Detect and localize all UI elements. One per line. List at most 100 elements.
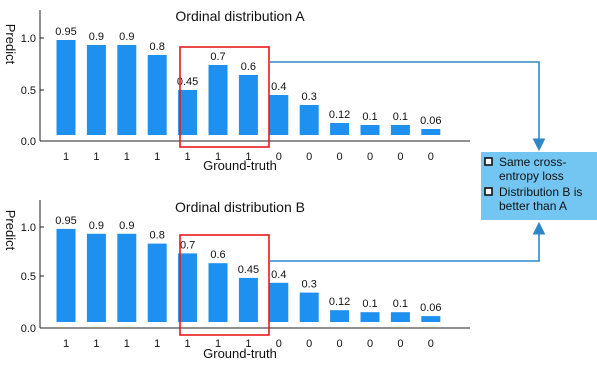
chart-a-marks: 0.0 0.5 1.0 0.95 1 0.9 1 0.9 1 0.8 1 0.45 1 0.7 1 0.6 1 0…	[21, 26, 442, 163]
chart-a-bar-label: 0.95	[55, 26, 76, 38]
chart-a-xtick-label: 0	[367, 151, 373, 163]
chart-a-highlight-box	[179, 46, 270, 148]
chart-a-bar	[269, 95, 289, 135]
chart-b-xtick-label: 0	[367, 338, 373, 350]
chart-b-bar-label: 0.06	[420, 302, 441, 314]
note-background	[481, 152, 597, 220]
chart-b-xtick-label: 1	[63, 338, 69, 350]
chart-a-bar-label: 0.1	[362, 111, 377, 123]
chart-b-highlight-box	[179, 234, 270, 336]
chart-a-xtick-label: 1	[154, 151, 160, 163]
chart-b-bar	[421, 316, 441, 322]
note-bullet-1	[484, 157, 493, 166]
chart-a-xlabel: Ground-truth	[203, 158, 277, 173]
chart-a-bar	[208, 65, 228, 135]
chart-b-bar	[178, 253, 198, 322]
chart-b-bar-label: 0.45	[238, 264, 259, 276]
chart-a-bar	[390, 125, 410, 135]
chart-a-bar	[86, 45, 106, 135]
chart-b-bar-label: 0.12	[329, 296, 350, 308]
chart-a-bar	[178, 90, 198, 135]
chart-b-xtick-label: 1	[245, 338, 251, 350]
chart-b-ylabel: Predict	[3, 210, 18, 251]
chart-a-xtick-label: 1	[124, 151, 130, 163]
chart-b-bar	[147, 243, 167, 322]
chart-b-bar-label: 0.9	[89, 220, 104, 232]
chart-a-bar-label: 0.12	[329, 109, 350, 121]
chart-b-bar-label: 0.95	[55, 215, 76, 227]
note-line-1a: Same cross-	[499, 155, 566, 169]
chart-a-bar	[147, 55, 167, 135]
chart-b-bar	[360, 312, 380, 322]
chart-a-xtick-label: 0	[397, 151, 403, 163]
chart-a-xtick-label: 1	[63, 151, 69, 163]
chart-b-bar-label: 0.1	[393, 298, 408, 310]
chart-a-xtick-label: 0	[428, 151, 434, 163]
chart-a-xtick-label: 0	[337, 151, 343, 163]
chart-a-bar	[117, 45, 137, 135]
chart-a-bar	[330, 123, 350, 135]
chart-b-xtick-label: 1	[215, 338, 221, 350]
chart-a-bar-label: 0.9	[119, 31, 134, 43]
chart-a-ytick-label: 1.0	[21, 33, 36, 45]
chart-a-xtick-label: 0	[276, 151, 282, 163]
chart-b-xtick-label: 1	[124, 338, 130, 350]
chart-a-bar-label: 0.6	[241, 61, 256, 73]
chart-b-xtick-label: 1	[185, 338, 191, 350]
chart-a-title: Ordinal distribution A	[175, 8, 305, 24]
chart-a-xtick-label: 0	[306, 151, 312, 163]
chart-b-xtick-label: 1	[154, 338, 160, 350]
chart-b-bar-label: 0.1	[362, 298, 377, 310]
chart-b-bar	[299, 292, 319, 322]
chart-b-ytick-label: 0.0	[21, 323, 36, 335]
connector-arrow-b	[269, 221, 546, 262]
chart-b-xtick-label: 1	[93, 338, 99, 350]
chart-b-xtick-label: 0	[397, 338, 403, 350]
chart-b-marks: 0.0 0.5 1.0 0.95 1 0.9 1 0.9 1 0.8 1 0.7 1 0.6 1 0.45 1 0…	[21, 215, 442, 350]
chart-b: Ordinal distribution B Predict Ground-tr…	[3, 199, 470, 361]
chart-b-bar	[86, 233, 106, 322]
chart-b-ytick-label: 1.0	[21, 222, 36, 234]
chart-b-xtick-label: 0	[428, 338, 434, 350]
chart-b-bar	[330, 310, 350, 322]
chart-a-bar-label: 0.3	[302, 91, 317, 103]
chart-a-bar-label: 0.7	[210, 51, 225, 63]
chart-b-xlabel: Ground-truth	[203, 346, 277, 361]
chart-b-bar	[390, 312, 410, 322]
chart-a-bar	[360, 125, 380, 135]
chart-b-xtick-label: 0	[306, 338, 312, 350]
chart-a-xtick-label: 1	[185, 151, 191, 163]
chart-b-bar	[56, 228, 76, 322]
chart-b-bar-label: 0.8	[150, 230, 165, 242]
chart-a-bar-label: 0.9	[89, 31, 104, 43]
chart-a: Ordinal distribution A Predict Ground-tr…	[3, 8, 470, 173]
chart-b-bar-label: 0.6	[210, 249, 225, 261]
chart-b-title: Ordinal distribution B	[175, 199, 305, 215]
chart-a-ylabel: Predict	[3, 24, 18, 65]
note-line-1b: entropy loss	[499, 169, 564, 183]
chart-b-bar	[117, 233, 137, 322]
chart-a-bar-label: 0.8	[150, 41, 165, 53]
chart-b-xtick-label: 0	[337, 338, 343, 350]
chart-b-bar-label: 0.7	[180, 239, 195, 251]
chart-a-bar	[238, 75, 258, 135]
chart-b-bar	[269, 282, 289, 322]
chart-a-bar-label: 0.45	[177, 76, 198, 88]
note-line-2b: better than A	[499, 199, 567, 213]
connector-arrow-a	[269, 61, 546, 152]
chart-b-bar-label: 0.4	[271, 269, 286, 281]
note-bullet-2	[484, 187, 493, 196]
chart-a-ytick-label: 0.5	[21, 85, 36, 97]
note-line-2a: Distribution B is	[499, 185, 582, 199]
chart-a-ytick-label: 0.0	[21, 136, 36, 148]
chart-b-bar	[238, 277, 258, 322]
chart-b-bar-label: 0.3	[302, 279, 317, 291]
chart-b-ytick-label: 0.5	[21, 271, 36, 283]
note-box: Same cross- entropy loss Distribution B …	[481, 152, 597, 220]
chart-b-xtick-label: 0	[276, 338, 282, 350]
chart-a-bar-label: 0.1	[393, 111, 408, 123]
chart-a-bar	[299, 105, 319, 135]
chart-a-bar	[421, 129, 441, 135]
chart-a-xtick-label: 1	[245, 151, 251, 163]
